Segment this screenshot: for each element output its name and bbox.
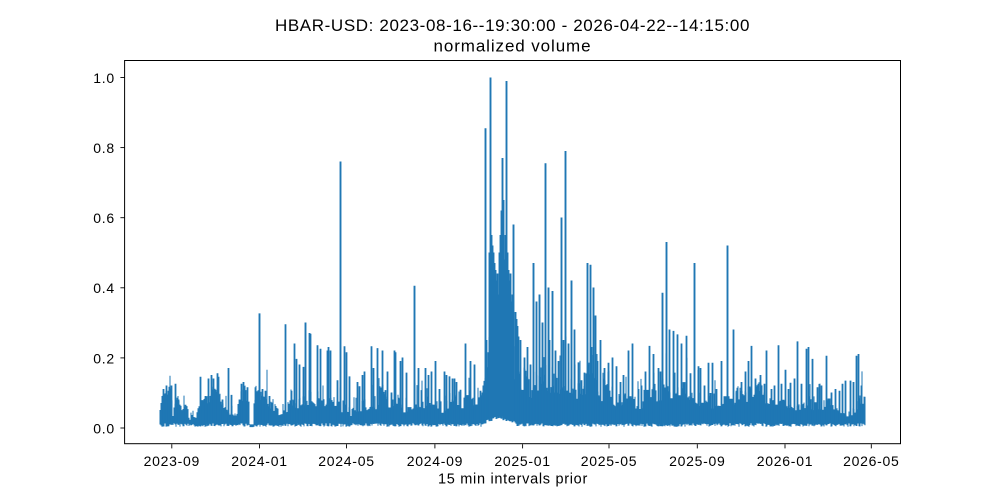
svg-text:2023-09: 2023-09 — [144, 453, 200, 469]
svg-text:0.0: 0.0 — [93, 420, 115, 436]
svg-text:15 min intervals prior: 15 min intervals prior — [438, 471, 588, 487]
svg-text:0.8: 0.8 — [93, 140, 115, 156]
svg-text:2025-09: 2025-09 — [669, 453, 725, 469]
svg-text:0.6: 0.6 — [93, 210, 115, 226]
svg-text:2025-01: 2025-01 — [494, 453, 550, 469]
svg-text:2026-05: 2026-05 — [843, 453, 899, 469]
svg-text:2024-09: 2024-09 — [407, 453, 463, 469]
svg-text:2026-01: 2026-01 — [757, 453, 813, 469]
svg-text:HBAR-USD: 2023-08-16--19:30:00: HBAR-USD: 2023-08-16--19:30:00 - 2026-04… — [275, 16, 750, 35]
svg-text:2024-01: 2024-01 — [231, 453, 287, 469]
svg-text:0.2: 0.2 — [93, 350, 115, 366]
svg-text:0.4: 0.4 — [93, 280, 115, 296]
svg-text:normalized volume: normalized volume — [434, 37, 592, 56]
svg-text:1.0: 1.0 — [93, 70, 115, 86]
svg-text:2025-05: 2025-05 — [581, 453, 637, 469]
svg-text:2024-05: 2024-05 — [318, 453, 374, 469]
